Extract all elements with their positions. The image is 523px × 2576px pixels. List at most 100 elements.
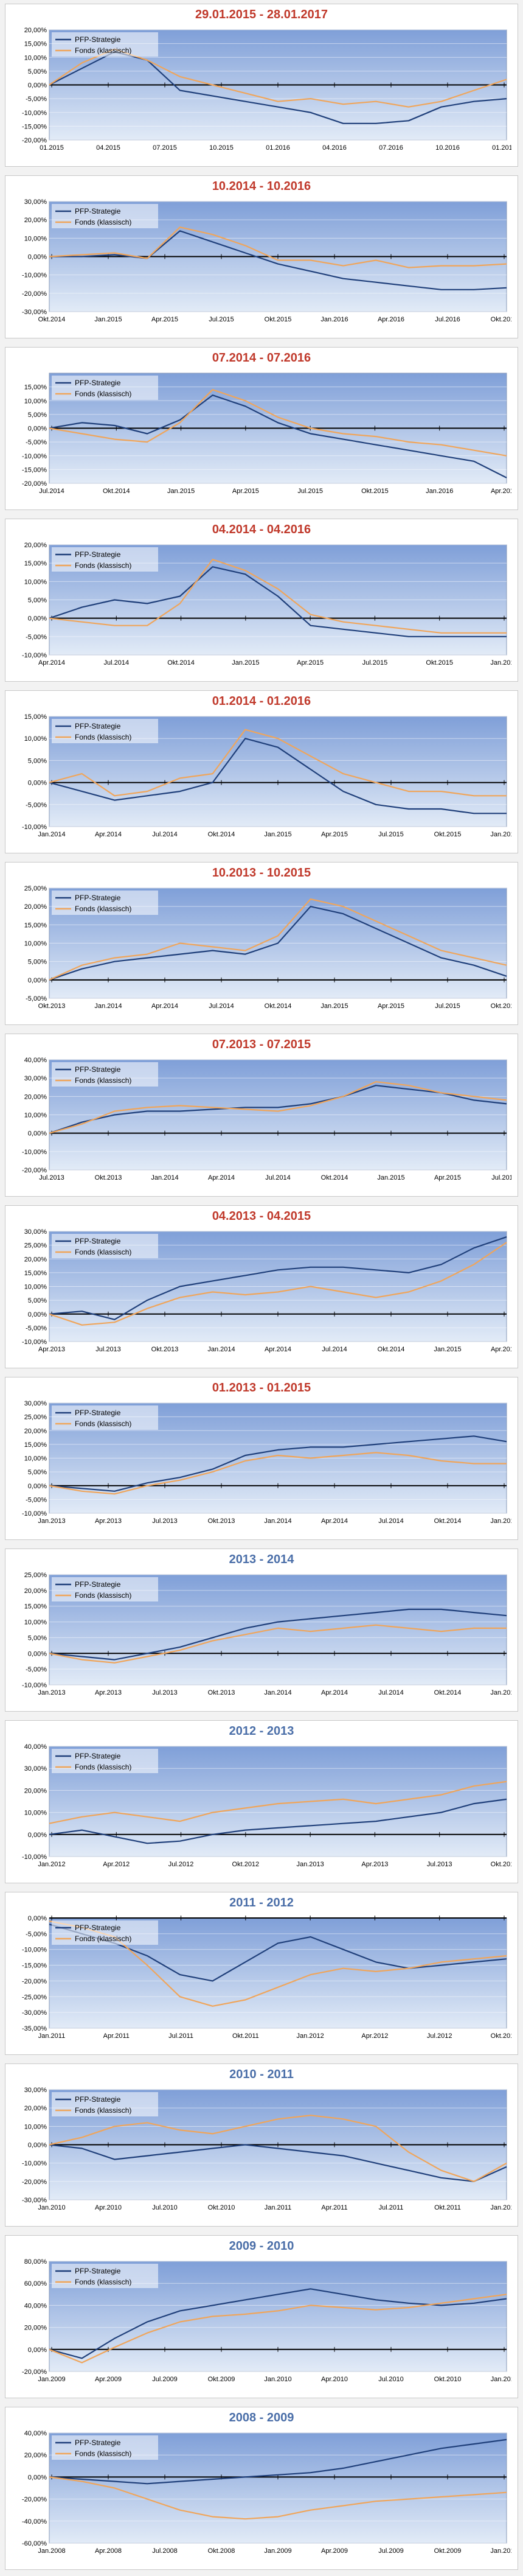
series-line-strategie — [49, 1435, 507, 1492]
y-tick-label: 40,00% — [24, 1057, 47, 1064]
x-tick-label: Jul.2012 — [427, 2032, 452, 2040]
x-tick-label: 01.2015 — [40, 144, 64, 152]
legend: PFP-Strategie Fonds (klassisch) — [52, 376, 158, 400]
chart-svg: 40,00%30,00%20,00%10,00%0,00%-10,00%Jan.… — [22, 1743, 511, 1868]
x-tick-label: Okt.2011 — [232, 2032, 259, 2040]
legend-label-fonds: Fonds (klassisch) — [75, 561, 131, 570]
y-tick-label: 10,00% — [24, 940, 47, 948]
x-tick-label: Apr.2014 — [265, 1346, 291, 1353]
chart-panel: 10.2014 - 10.2016 30,00% 20,00% 10,00% 0,00%… — [5, 175, 518, 338]
y-tick-label: -5,00% — [26, 1496, 47, 1503]
legend: PFP-Strategie Fonds (klassisch) — [52, 204, 158, 228]
chart-title: 01.2014 - 01.2016 — [212, 695, 311, 708]
x-tick-label: Apr.2015 — [297, 659, 324, 667]
y-tick-label: 5,00% — [28, 959, 47, 966]
x-tick-label: Jul.2015 — [491, 1174, 511, 1181]
legend: PFP-Strategie Fonds (klassisch) — [52, 1062, 158, 1087]
legend-label-fonds: Fonds (klassisch) — [75, 46, 131, 55]
x-tick-label: Okt.2013 — [151, 1346, 179, 1353]
x-tick-label: Jan.2015 — [232, 659, 259, 667]
chart-svg: 30,00% 20,00% 10,00% 0,00% -10,00% -20,00% -30… — [22, 198, 511, 323]
y-tick-label: 20,00% — [24, 542, 47, 549]
y-tick-label: 15,00% — [24, 1441, 47, 1449]
chart-panel: 01.2013 - 01.2015 30,00% 25,00% 20,00% 15,00… — [5, 1377, 518, 1540]
y-tick-label: -10,00% — [22, 2160, 47, 2168]
chart-svg: 20,00% 15,00% 10,00% 5,00% 0,00% -5,00% -10,00… — [22, 542, 511, 667]
x-tick-label: Jan.2014 — [207, 1346, 235, 1353]
legend: PFP-Strategie Fonds (klassisch) — [52, 891, 158, 915]
x-tick-label: Jan.2012 — [490, 2204, 511, 2211]
x-tick-label: Jan.2015 — [94, 316, 122, 323]
chart-title: 10.2014 - 10.2016 — [212, 180, 311, 193]
y-tick-label: 10,00% — [24, 1455, 47, 1463]
x-tick-label: Apr.2013 — [38, 1346, 65, 1353]
y-tick-label: 15,00% — [24, 41, 47, 48]
y-tick-label: -10,00% — [22, 1682, 47, 1689]
y-tick-label: 0,00% — [28, 1311, 47, 1318]
y-tick-label: -30,00% — [22, 2197, 47, 2204]
legend-label-fonds: Fonds (klassisch) — [75, 1591, 131, 1600]
chart-title: 01.2013 - 01.2015 — [212, 1381, 311, 1395]
y-tick-label: -5,00% — [26, 802, 47, 809]
x-tick-label: Okt.2014 — [208, 831, 235, 838]
legend-label-fonds: Fonds (klassisch) — [75, 1248, 131, 1256]
legend-box — [52, 2264, 158, 2288]
legend-label-fonds: Fonds (klassisch) — [75, 218, 131, 226]
series-line-strategie — [49, 394, 507, 478]
legend-label-fonds: Fonds (klassisch) — [75, 733, 131, 741]
legend-label-fonds: Fonds (klassisch) — [75, 2278, 131, 2286]
x-tick-label: Jul.2014 — [378, 1517, 404, 1525]
y-tick-label: -25,00% — [22, 1993, 47, 2001]
x-tick-label: Jul.2008 — [152, 2547, 178, 2555]
x-tick-label: Apr.2009 — [321, 2547, 348, 2555]
x-tick-label: Jul.2014 — [322, 1346, 347, 1353]
series-line-fonds — [49, 226, 507, 268]
x-tick-label: Apr.2014 — [38, 659, 65, 667]
y-tick-label: 25,00% — [24, 1572, 47, 1579]
x-tick-label: Jul.2012 — [168, 1861, 194, 1868]
x-tick-label: Jan.2014 — [38, 831, 65, 838]
x-tick-label: Jan.2015 — [490, 1689, 511, 1696]
chart-svg: 30,00% 20,00% 10,00% 0,00% -10,00% -20,00% -30… — [22, 2087, 511, 2211]
x-tick-label: Jul.2014 — [39, 488, 64, 495]
x-tick-label: Jan.2013 — [38, 1517, 65, 1525]
legend-label-strategie: PFP-Strategie — [75, 1580, 121, 1589]
series-line-fonds — [49, 1452, 507, 1495]
x-tick-label: 01.2017 — [492, 144, 511, 152]
y-tick-label: 10,00% — [24, 54, 47, 61]
y-tick-label: -40,00% — [22, 2518, 47, 2525]
legend-box — [52, 891, 158, 915]
x-tick-label: Apr.2013 — [361, 1861, 388, 1868]
series-line-fonds — [49, 729, 507, 797]
x-tick-label: Jan.2010 — [490, 2547, 511, 2555]
chart-svg: 25,00% 20,00% 15,00% 10,00% 5,00% 0,00% -5,00%… — [24, 885, 511, 1010]
x-tick-label: Jan.2015 — [264, 831, 291, 838]
x-tick-label: 04.2015 — [96, 144, 120, 152]
x-tick-label: Apr.2009 — [95, 2376, 122, 2383]
series-line-fonds — [49, 1242, 507, 1326]
x-tick-label: Okt.2013 — [38, 1003, 66, 1010]
x-tick-label: Jul.2013 — [152, 1517, 178, 1525]
y-tick-label: -20,00% — [22, 290, 47, 298]
y-tick-label: 20,00% — [24, 1787, 47, 1794]
series-line-strategie — [49, 1608, 507, 1661]
legend-label-fonds: Fonds (klassisch) — [75, 2449, 131, 2458]
x-tick-label: Jan.2011 — [491, 2376, 511, 2383]
y-tick-label: 20,00% — [24, 903, 47, 911]
x-tick-label: Jan.2011 — [38, 2032, 65, 2040]
x-tick-label: Jul.2014 — [209, 1003, 234, 1010]
x-tick-label: Okt.2013 — [208, 1517, 235, 1525]
x-tick-label: Apr.2016 — [378, 316, 404, 323]
x-tick-label: Jul.2009 — [378, 2547, 404, 2555]
y-tick-label: 0,00% — [28, 1650, 47, 1657]
x-tick-label: 04.2016 — [322, 144, 347, 152]
chart-svg: 15,00% 10,00% 5,00% 0,00% -5,00% -10,00% -15,0… — [22, 373, 511, 495]
y-tick-label: -20,00% — [22, 480, 47, 488]
x-tick-label: Okt.2011 — [434, 2204, 461, 2211]
x-tick-label: Jan.2015 — [490, 1517, 511, 1525]
x-tick-label: Apr.2016 — [491, 488, 511, 495]
legend-box — [52, 1062, 158, 1087]
legend: PFP-Strategie Fonds (klassisch) — [52, 2435, 158, 2460]
x-tick-label: Okt.2010 — [434, 2376, 462, 2383]
y-tick-label: 40,00% — [24, 2302, 47, 2309]
